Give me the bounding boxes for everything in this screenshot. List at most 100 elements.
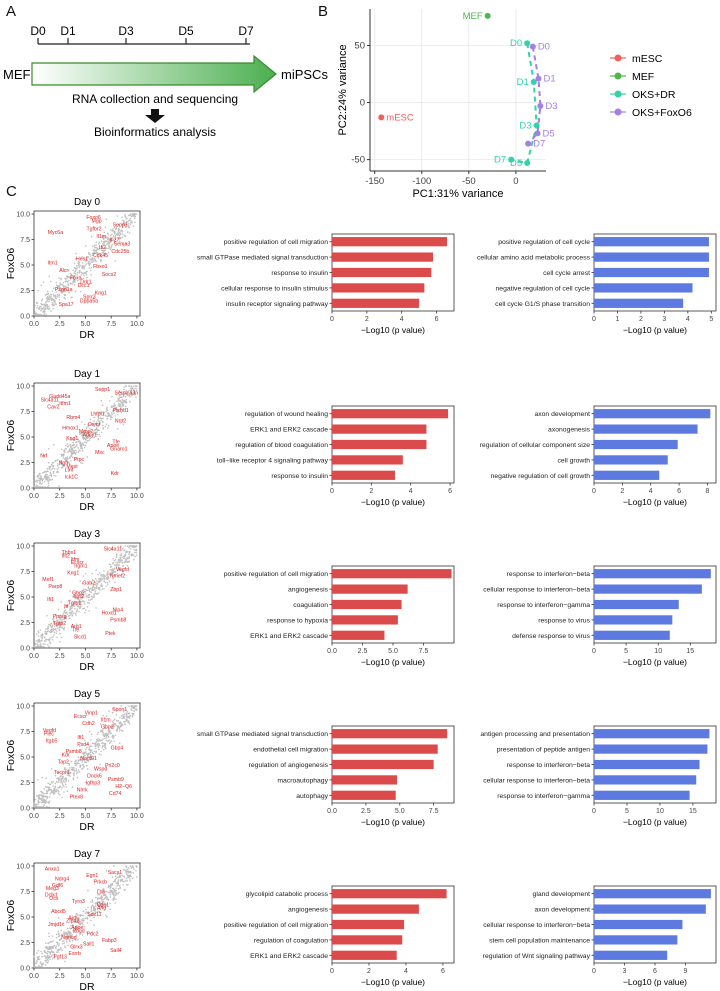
blue-term-label: cellular response to interferon−beta [483,587,590,594]
red-term-label: cellular response to insulin stimulus [221,285,329,292]
gene-label: Fgf13 [54,954,67,960]
blue-bar [594,252,709,262]
scatter-dots [33,865,138,968]
gene-label: Socs2 [102,272,117,278]
gene-label: Cdc25b [111,249,129,255]
blue-term-label: axonogenesis [548,427,591,434]
gene-label: Cd74 [109,791,122,797]
x-tick-label: 0.0 [29,973,39,980]
gene-label: Pdgd [73,928,85,934]
gene-label: Fabp3 [102,938,117,944]
day-title: Day 5 [74,689,101,700]
day-row-0: Day 0 0.00.0 2.5 2.5 5.0 5.0 7.5 7.5 10.0 10.0 DR F… [5,197,717,341]
legend-label: mESC [632,53,663,65]
red-bar [332,267,432,278]
pca-point [535,75,542,82]
y-tick-label: 0.0 [20,806,30,813]
x-tick-label: 0 [592,488,596,495]
red-term-label: positive regulation of cell migration [224,239,328,246]
gene-label: Hes1 [76,257,88,263]
x-tick-label: -150 [365,176,384,187]
pca-point-label: D7 [494,155,506,166]
pca-point [530,79,537,86]
trajectory-line-oks-foxo6 [527,46,542,145]
y-tick-label: 50 [354,41,365,52]
x-tick-label: 10.0 [130,973,144,980]
x-tick-label: 6 [441,968,445,975]
y-tick-label: 5.0 [20,755,30,762]
blue-term-label: cellular response to interferon−beta [483,777,590,784]
x-tick-label: 0.0 [327,648,337,655]
pca-point [378,114,385,121]
x-tick-label: 2 [620,488,624,495]
gene-label: Nlp4 [113,607,124,613]
blue-x-label: −Log10 (p value) [623,977,687,987]
gene-label: Mgp [92,219,102,225]
x-tick-label: 7.5 [106,653,116,660]
blue-bar [594,424,698,434]
legend-label: OKS+FoxO6 [632,107,692,119]
step-bioinformatics: Bioinformatics analysis [94,125,216,139]
gene-label: Ptek [105,631,116,637]
y-tick-label: 5.0 [20,915,30,922]
blue-term-label: response to interferon−gamma [497,793,590,800]
gene-label: Fbxo [70,276,82,282]
x-tick-label: 5.0 [81,493,91,500]
gene-label: Lbp [97,889,106,895]
gene-label: Mest [66,464,78,470]
pca-point [508,156,515,163]
y-tick-label: 2.5 [20,780,30,787]
gene-label: Psmb8 [110,618,126,624]
y-tick-label: 10.0 [16,704,30,711]
y-tick-label: -50 [351,155,365,166]
y-tick-label: 0 [360,98,365,109]
pca-point [524,160,531,167]
gene-label: Il1m [96,234,106,240]
gene-label: Spon1 [112,707,127,713]
gene-label: Tgtp2 [53,621,66,627]
gene-label: Gbp2 [101,724,114,730]
x-tick-label: 2.5 [361,808,371,815]
gene-label: Sprr3 [83,295,96,301]
red-bar [332,744,438,754]
gene-label: Tfe [112,439,120,445]
gene-label: Vinp1 [85,710,98,716]
panel-a-timeline: D0 D1 D3 D5 D7 MEF miPSCs RNA collection and… [3,24,328,139]
day-label: D5 [178,24,194,38]
y-tick-label: 2.5 [20,940,30,947]
pca-point-label: D1 [517,77,529,88]
gene-label: Ang [97,906,106,912]
reprogramming-arrow [31,54,277,94]
y-tick-label: 7.5 [20,409,30,416]
y-tick-label: 0.0 [20,646,30,653]
gene-label: Ifi1 [77,735,84,741]
x-tick-label: 7.5 [106,813,116,820]
red-term-label: regulation of wound healing [245,411,328,418]
day-label: D7 [238,24,254,38]
x-tick-label: 5.0 [395,808,405,815]
gene-label: Igfbp3 [86,780,101,786]
scatter-y-label: FoxO6 [5,420,17,452]
gene-label: Psd4 [77,742,89,748]
x-tick-label: 0 [330,488,334,495]
gene-label: Wspd [94,766,107,772]
gene-label: Nlrrk [77,787,88,793]
x-tick-label: 5.0 [388,648,398,655]
blue-term-label: negative regulation of cell growth [491,473,591,480]
gene-label: Fbxo1 [93,264,108,270]
gene-label: Slcd1 [74,634,87,640]
gene-label: Sox11 [87,912,101,918]
pca-point-label: D0 [510,38,522,49]
pca-point-label: D3 [545,101,557,112]
x-tick-label: 4 [649,488,653,495]
blue-x-label: −Log10 (p value) [623,657,687,667]
pca-point-label: D0 [538,42,550,53]
blue-bar [594,630,670,640]
gene-label: Itfm [71,557,80,563]
blue-term-label: positive regulation of cell cycle [498,239,590,246]
blue-bar [594,267,709,278]
blue-bar [594,759,700,770]
x-tick-label: 2.5 [358,648,368,655]
gene-label: Kdr [62,752,70,758]
blue-bar [594,283,693,293]
